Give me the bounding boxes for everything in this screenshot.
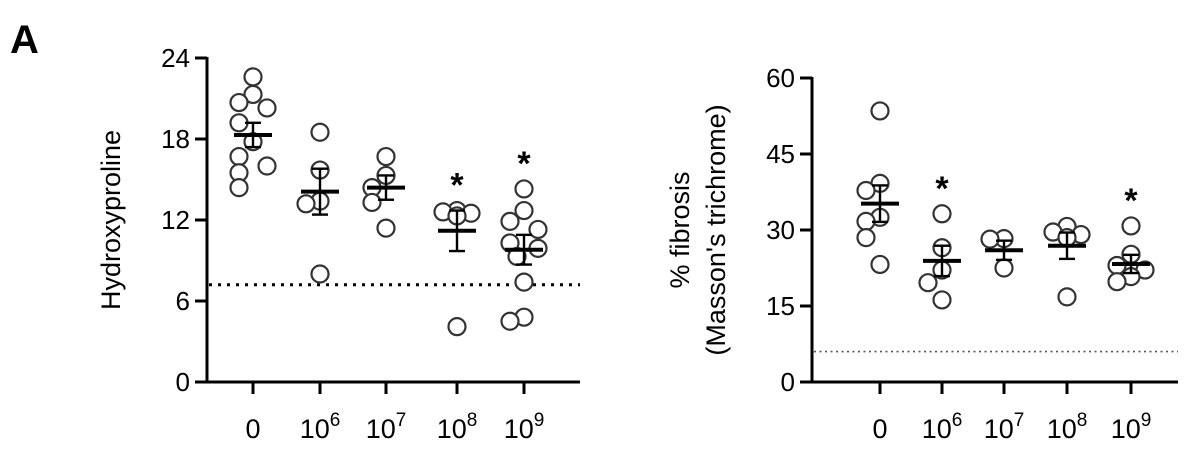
x-tick-label: 107 (366, 410, 407, 444)
chart-hydroxyproline: 0 6 12 18 24 Hydroxyproline 0 106 107 108 * 109 * (96, 43, 580, 444)
x-tick-label: 109 (504, 410, 545, 444)
data-point (514, 179, 534, 199)
data-point (856, 228, 876, 248)
data-point (229, 92, 249, 113)
data-point (243, 84, 263, 105)
data-point (229, 146, 249, 167)
data-point (514, 272, 534, 292)
data-point (994, 258, 1014, 278)
y-tick-label: 0 (176, 367, 190, 397)
y-axis-label: % fibrosis (665, 171, 695, 288)
y-tick-label: 60 (766, 63, 795, 93)
data-point (257, 98, 277, 118)
data-point (257, 156, 277, 176)
data-point (243, 67, 263, 87)
data-point (918, 273, 938, 293)
y-axis-label: (Masson's trichrome) (701, 104, 731, 355)
data-point (500, 311, 520, 331)
data-point (856, 211, 876, 231)
data-point (447, 317, 467, 337)
significance-marker: * (1124, 182, 1138, 220)
x-tick-label: 0 (872, 414, 887, 444)
x-tick-label: 106 (300, 410, 341, 444)
y-axis-label: Hydroxyproline (96, 130, 126, 310)
data-point (229, 113, 249, 133)
y-tick-label: 12 (161, 205, 190, 235)
data-point (376, 218, 396, 238)
chart-fibrosis: 0 15 30 45 60 % fibrosis (Masson's trichrome) 0… (665, 63, 1178, 444)
data-point (932, 204, 952, 224)
data-point (362, 192, 382, 213)
y-tick-label: 0 (781, 367, 795, 397)
x-tick-label: 108 (1047, 410, 1088, 444)
significance-marker: * (450, 167, 464, 205)
data-point (1107, 272, 1127, 292)
x-tick-label: 0 (245, 414, 260, 444)
data-point (296, 194, 316, 214)
data-point (229, 178, 249, 198)
panel-label: A (10, 18, 39, 62)
y-tick-label: 45 (766, 139, 795, 169)
y-tick-label: 30 (766, 215, 795, 245)
y-tick-label: 6 (176, 286, 190, 316)
data-point (1121, 216, 1141, 236)
x-tick-label: 107 (984, 410, 1025, 444)
data-point (310, 122, 330, 142)
data-point (376, 146, 396, 167)
data-point (500, 211, 520, 231)
y-tick-label: 15 (766, 291, 795, 321)
x-tick-label: 108 (437, 410, 478, 444)
data-point (1057, 287, 1077, 307)
data-point (856, 180, 876, 201)
x-tick-label: 106 (922, 410, 963, 444)
y-tick-label: 18 (161, 124, 190, 154)
data-point (980, 229, 1000, 249)
data-point (514, 200, 534, 221)
data-point (310, 264, 330, 284)
x-tick-label: 109 (1111, 410, 1152, 444)
data-point (870, 101, 890, 121)
significance-marker: * (517, 145, 531, 183)
y-tick-label: 24 (161, 43, 190, 73)
data-point (870, 254, 890, 275)
data-point (932, 290, 952, 310)
data-point (528, 219, 548, 240)
significance-marker: * (935, 170, 949, 208)
